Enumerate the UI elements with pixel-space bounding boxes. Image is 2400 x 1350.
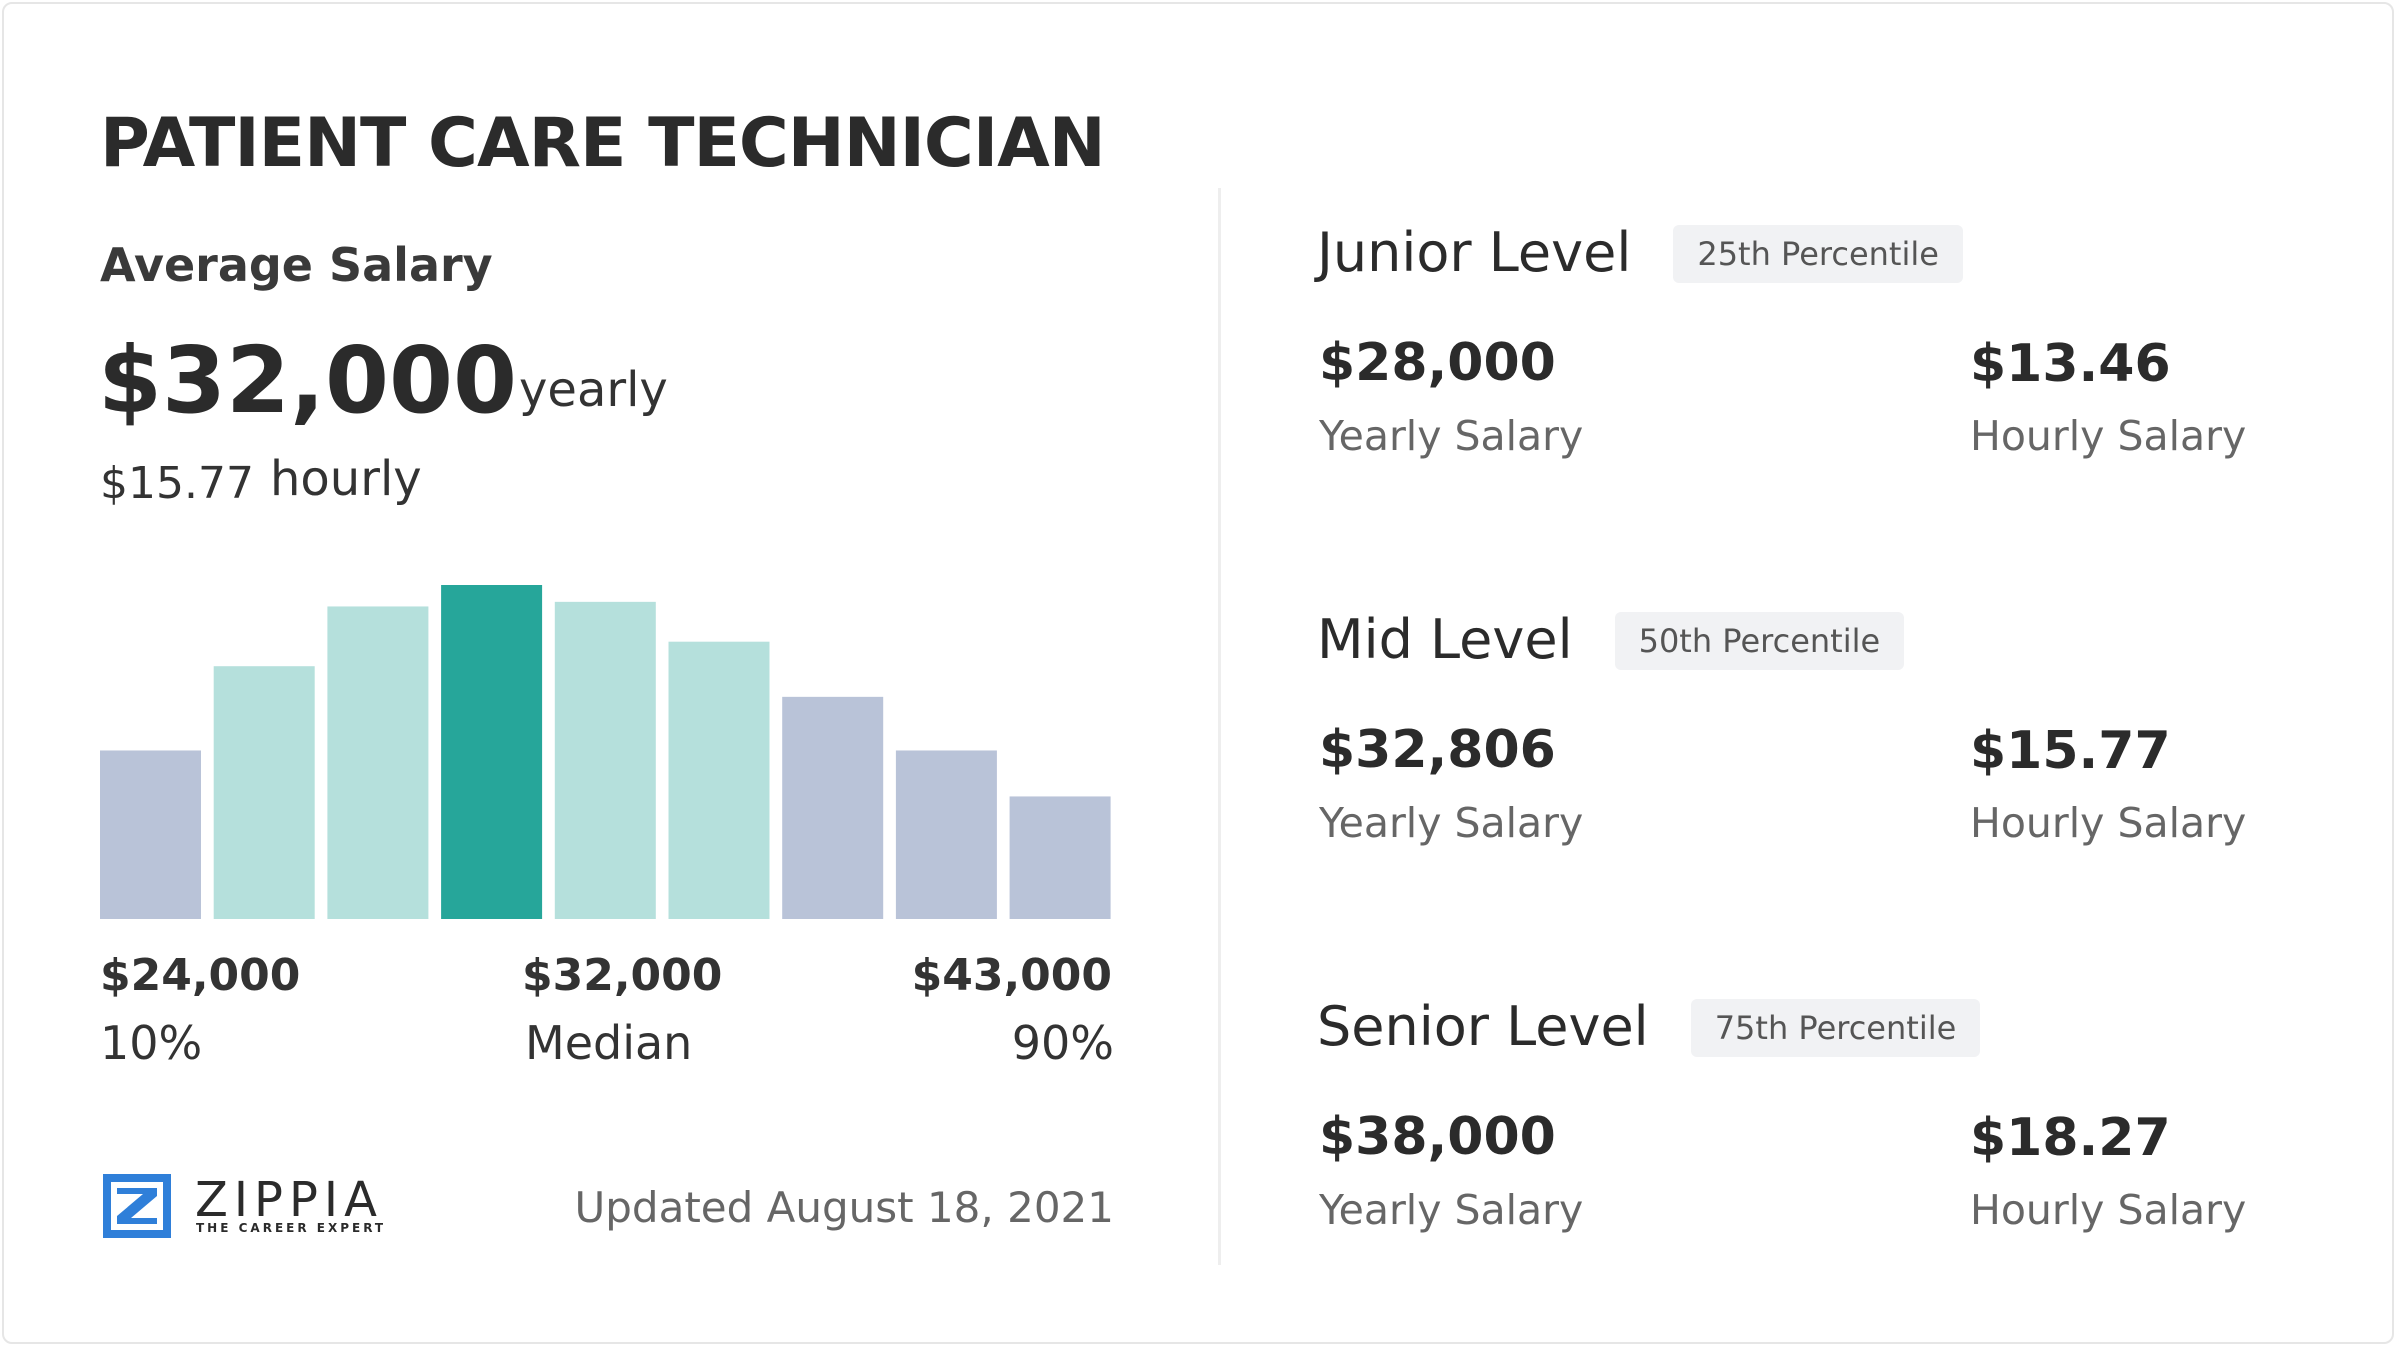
bar (441, 585, 543, 919)
hourly-salary: $15.77 (1970, 721, 2171, 781)
annotation-label: Median (525, 1016, 693, 1070)
brand: ZIPPIA (195, 1172, 383, 1228)
bar (895, 750, 997, 919)
average-label: Average Salary (100, 238, 493, 292)
hourly-label: Hourly Salary (1970, 1186, 2247, 1234)
annotation-label: 10% (100, 1016, 203, 1070)
divider (1218, 188, 1221, 1265)
annotation-amount: $32,000 (522, 950, 723, 1001)
logo-icon (103, 1174, 171, 1238)
hourly-label: Hourly Salary (1970, 799, 2247, 847)
level-name: Senior Level (1317, 995, 1649, 1058)
updated: Updated August 18, 2021 (574, 1183, 1114, 1232)
bar (1009, 796, 1111, 919)
yearly-unit: yearly (519, 362, 668, 418)
bar (782, 696, 884, 919)
hourly-unit: hourly (270, 451, 422, 507)
bar (668, 641, 770, 919)
percentile-badge: 50th Percentile (1614, 612, 1905, 670)
hourly-label: Hourly Salary (1970, 412, 2247, 460)
title: PATIENT CARE TECHNICIAN (100, 104, 1106, 183)
yearly-salary: $38,000 (1319, 1107, 1556, 1167)
level-name: Junior Level (1317, 221, 1632, 284)
hourly-salary: $13.46 (1970, 334, 2171, 394)
tagline: THE CAREER EXPERT (196, 1221, 387, 1235)
bar (554, 601, 656, 919)
yearly-salary: $32,806 (1319, 720, 1556, 780)
annotation-label: 90% (1011, 1016, 1114, 1070)
annotation-amount: $24,000 (100, 950, 301, 1001)
level-name: Mid Level (1317, 608, 1573, 671)
annotation-amount: $43,000 (911, 950, 1112, 1001)
yearly-label: Yearly Salary (1319, 799, 1584, 847)
bar (100, 750, 201, 919)
hourly-salary: $18.27 (1970, 1108, 2171, 1168)
bar (327, 606, 429, 919)
percentile-badge: 25th Percentile (1673, 225, 1963, 283)
average-yearly: $32,000 (98, 327, 518, 434)
percentile-badge: 75th Percentile (1690, 999, 1981, 1057)
yearly-label: Yearly Salary (1319, 1186, 1584, 1234)
bar (213, 666, 315, 919)
yearly-salary: $28,000 (1319, 333, 1556, 393)
average-hourly: $15.77 (100, 458, 254, 509)
yearly-label: Yearly Salary (1319, 412, 1584, 460)
